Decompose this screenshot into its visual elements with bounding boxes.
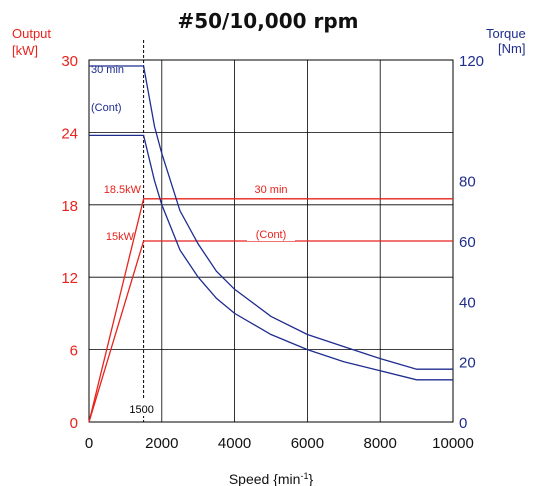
y-right-tick-label: 120	[459, 53, 484, 70]
annotation-torque-30min: 30 min	[91, 64, 124, 76]
annotations: 30 min (Cont) 18.5kW 15kW 30 min (Cont)	[91, 64, 295, 243]
x-tick-label: 6000	[291, 435, 324, 452]
annotation-bg	[247, 183, 295, 196]
right-axis-label-line1: Torque	[486, 26, 526, 41]
y-left-tick-label: 30	[61, 53, 78, 70]
base-speed-marker: 1500	[123, 40, 160, 422]
output-cont-line	[88, 240, 453, 423]
y-right-tick-label: 0	[459, 415, 467, 432]
y-right-tick-label: 20	[459, 355, 476, 372]
x-tick-label: 2000	[145, 435, 178, 452]
annotation-output-18-5kw: 18.5kW	[104, 184, 142, 196]
left-axis-label-line2: [kW]	[12, 43, 38, 58]
torque-cont-line	[89, 134, 453, 381]
tick-labels: 0 2000 4000 6000 8000 10000 0 6 12 18 24 30 0 20 40 60 8…	[61, 53, 484, 452]
x-axis-label: Speed {min-1}	[229, 471, 314, 486]
x-tick-label: 4000	[218, 435, 251, 452]
output-30min-line	[88, 198, 453, 423]
x-tick-label: 8000	[364, 435, 397, 452]
annotation-output-15kw: 15kW	[106, 231, 135, 243]
y-right-tick-label: 40	[459, 294, 476, 311]
annotation-output-cont: (Cont)	[256, 229, 287, 241]
series-group	[88, 65, 453, 423]
base-speed-label: 1500	[129, 404, 153, 416]
torque-30min-line	[89, 65, 453, 370]
right-axis-label-line2: [Nm]	[498, 41, 525, 56]
left-axis-label-line1: Output	[12, 26, 51, 41]
y-left-tick-label: 6	[70, 343, 78, 360]
x-tick-label: 0	[85, 435, 93, 452]
annotation-torque-cont: (Cont)	[91, 102, 122, 114]
y-left-tick-label: 18	[61, 198, 78, 215]
y-left-tick-label: 12	[61, 270, 78, 287]
annotation-bg	[247, 228, 295, 241]
y-left-tick-label: 0	[70, 415, 78, 432]
chart-title: #50/10,000 rpm	[177, 9, 358, 33]
base-speed-label-bg	[123, 400, 160, 416]
annotation-output-30min: 30 min	[254, 184, 287, 196]
y-right-tick-label: 80	[459, 174, 476, 191]
y-left-tick-label: 24	[61, 125, 78, 142]
x-tick-label: 10000	[432, 435, 474, 452]
y-right-tick-label: 60	[459, 234, 476, 251]
